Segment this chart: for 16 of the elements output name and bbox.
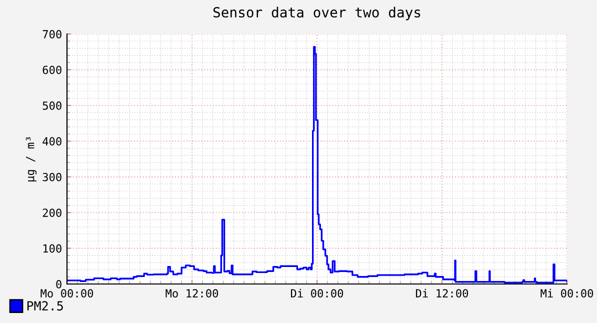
y-tick-label: 600 [42, 66, 62, 74]
x-tick-label: Di 12:00 [416, 288, 468, 298]
y-tick-label: 0 [56, 280, 62, 288]
y-tick-label: 400 [42, 137, 62, 146]
chart-title: Sensor data over two days [213, 6, 420, 20]
x-tick-label: Mo 12:00 [166, 289, 218, 298]
y-tick-label: 200 [42, 208, 62, 217]
y-tick-label: 700 [42, 30, 62, 38]
y-tick-label: 500 [42, 101, 62, 110]
x-tick-label: Di 00:00 [290, 288, 344, 298]
y-tick-label: 100 [43, 244, 62, 253]
y-axis-title: µg / m³ [26, 137, 37, 182]
legend-label: PM2.5 [27, 301, 63, 311]
x-tick-label: Mi 00:00 [540, 288, 594, 298]
x-tick-label: Mo 00:00 [40, 289, 94, 298]
y-tick-label: 300 [42, 172, 62, 182]
